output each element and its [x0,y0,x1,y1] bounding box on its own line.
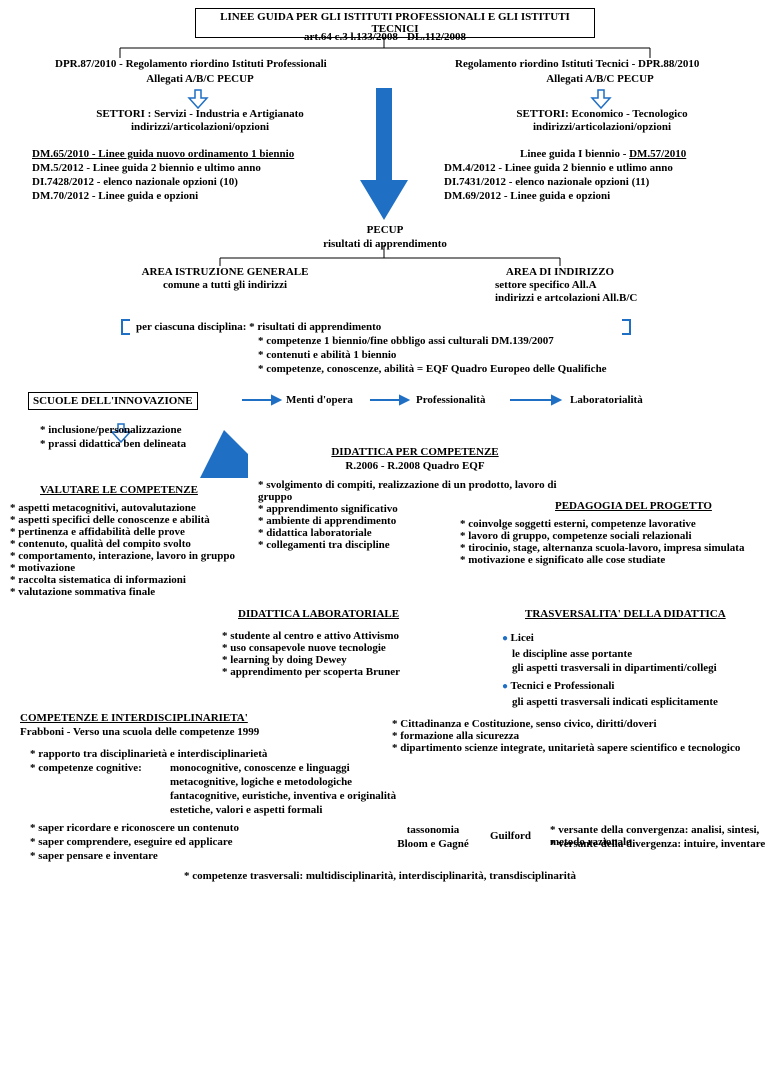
right-indirizzi: indirizzi/articolazioni/opzioni [472,121,732,133]
list-item: contenuto, qualità del compito svolto [10,538,240,550]
interdisc-i2a: monocognitive, conoscenze e linguaggi [170,762,350,774]
list-item: dipartimento scienze integrate, unitarie… [392,742,762,754]
left-allegati: Allegati A/B/C PECUP [120,73,280,85]
list-item: tirocinio, stage, alternanza scuola-lavo… [460,542,760,554]
trasv-licei2: gli aspetti trasversali in dipartimenti/… [512,662,717,674]
interdisc-i2d: estetiche, valori e aspetti formali [170,804,322,816]
list-item: valutazione sommativa finale [10,586,240,598]
left-dm4: DM.70/2012 - Linee guida e opzioni [32,190,198,202]
list-item: learning by doing Dewey [222,654,482,666]
list-item: apprendimento per scoperta Bruner [222,666,482,678]
tass1: tassonomia [388,824,478,836]
left-dm3: DI.7428/2012 - elenco nazionale opzioni … [32,176,238,188]
list-item: Cittadinanza e Costituzione, senso civic… [392,718,762,730]
pc4: * competenze, conoscenze, abilità = EQF … [258,363,607,375]
tass2: Bloom e Gagné [388,838,478,850]
list-item: comportamento, interazione, lavoro in gr… [10,550,240,562]
trasv-list: Cittadinanza e Costituzione, senso civic… [392,718,762,754]
innov-b1: * inclusione/personalizzazione [40,424,181,436]
interdisc-i1: * rapporto tra disciplinarietà e interdi… [30,748,267,760]
trasv-title: TRASVERSALITA' DELLA DIDATTICA [525,608,726,620]
interdisc-s3: * saper pensare e inventare [30,850,158,862]
list-item: lavoro di gruppo, competenze sociali rel… [460,530,760,542]
area-ind-s2: indirizzi e artcolazioni All.B/C [495,292,637,304]
innov-box: SCUOLE DELL'INNOVAZIONE [28,392,198,410]
guilford: Guilford [490,830,531,842]
left-settori: SETTORI : Servizi - Industria e Artigian… [70,108,330,120]
trasv-tecnici1: gli aspetti trasversali indicati esplici… [512,696,718,708]
area-ind-t: AREA DI INDIRIZZO [460,266,660,278]
didlab-list: studente al centro e attivo Attivismouso… [222,630,482,678]
pedagogia-list: coinvolge soggetti esterni, competenze l… [460,518,760,566]
innov-kw1: Menti d'opera [286,394,353,406]
list-item: motivazione e significato alle cose stud… [460,554,760,566]
list-item: coinvolge soggetti esterni, competenze l… [460,518,760,530]
right-dm1-line: Linee guida I biennio - DM.57/2010 [520,148,686,160]
trasv-tecnici: Tecnici e Professionali [502,680,614,692]
right-reg: Regolamento riordino Istituti Tecnici - … [455,58,699,70]
area-ind-s1: settore specifico All.A [495,279,597,291]
list-item: uso consapevole nuove tecnologie [222,642,482,654]
valutare-list: aspetti metacognitivi, autovalutazioneas… [10,502,240,598]
area-gen-t: AREA ISTRUZIONE GENERALE [120,266,330,278]
list-item: aspetti specifici delle conoscenze e abi… [10,514,240,526]
list-item: pertinenza e affidabilità delle prove [10,526,240,538]
header-subtitle: art.64 c.3 l.133/2008 - DL.112/2008 [280,31,490,43]
pecup-sub: risultati di apprendimento [300,238,470,250]
didlab-title: DIDATTICA LABORATORIALE [238,608,399,620]
trasv-licei1: le discipline asse portante [512,648,632,660]
left-reg: DPR.87/2010 - Regolamento riordino Istit… [55,58,327,70]
interdisc-sub: Frabboni - Verso una scuola delle compet… [20,726,259,738]
footer: * competenze trasversali: multidisciplin… [100,870,660,882]
innov-kw2: Professionalità [416,394,485,406]
pedagogia-title: PEDAGOGIA DEL PROGETTO [555,500,712,512]
right-dm2: DM.4/2012 - Linee guida 2 biennio e utli… [444,162,673,174]
left-dm1: DM.65/2010 - Linee guida nuovo ordinamen… [32,148,294,160]
innov-b2: * prassi didattica ben delineata [40,438,186,450]
didcomp-title: DIDATTICA PER COMPETENZE [310,446,520,458]
didcomp-sub: R.2006 - R.2008 Quadro EQF [310,460,520,472]
list-item: studente al centro e attivo Attivismo [222,630,482,642]
right-dm4: DM.69/2012 - Linee guida e opzioni [444,190,610,202]
pecup-title: PECUP [340,224,430,236]
innov-kw3: Laboratorialità [570,394,643,406]
list-item: formazione alla sicurezza [392,730,762,742]
trasv-licei: Licei [502,632,534,644]
pc3: * contenuti e abilità 1 biennio [258,349,396,361]
left-indirizzi: indirizzi/articolazioni/opzioni [70,121,330,133]
list-item: apprendimento significativo [258,503,578,515]
right-allegati: Allegati A/B/C PECUP [520,73,680,85]
valutare-title: VALUTARE LE COMPETENZE [40,484,198,496]
per-ciascuna: per ciascuna disciplina: * risultati di … [136,321,381,333]
interdisc-title: COMPETENZE E INTERDISCIPLINARIETA' [20,712,248,724]
interdisc-i2b: metacognitive, logiche e metodologiche [170,776,352,788]
list-item: aspetti metacognitivi, autovalutazione [10,502,240,514]
interdisc-s2: * saper comprendere, eseguire ed applica… [30,836,232,848]
area-gen-s: comune a tutti gli indirizzi [120,279,330,291]
right-settori: SETTORI: Economico - Tecnologico [472,108,732,120]
pc2: * competenze 1 biennio/fine obbligo assi… [258,335,554,347]
list-item: svolgimento di compiti, realizzazione di… [258,479,578,503]
interdisc-s1: * saper ricordare e riconoscere un conte… [30,822,239,834]
interdisc-i2pre: * competenze cognitive: [30,762,142,774]
left-dm2: DM.5/2012 - Linee guida 2 biennio e ulti… [32,162,261,174]
list-item: raccolta sistematica di informazioni [10,574,240,586]
right-dm3: DI.7431/2012 - elenco nazionale opzioni … [444,176,649,188]
list-item: motivazione [10,562,240,574]
interdisc-i2c: fantacognitive, euristiche, inventiva e … [170,790,396,802]
g2: * versante della divergenza: intuire, in… [550,838,765,850]
